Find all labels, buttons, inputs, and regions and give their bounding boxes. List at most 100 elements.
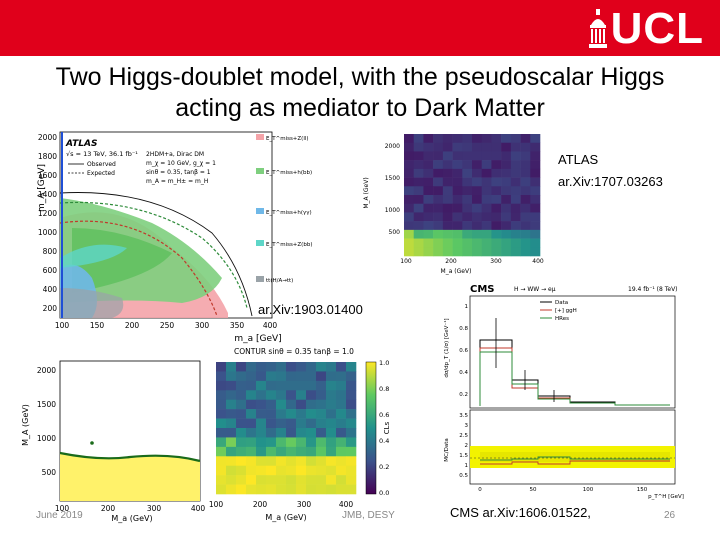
region-zbb (60, 244, 127, 268)
heatmap-cell (413, 212, 424, 222)
heatmap-cell (336, 456, 347, 467)
heatmap-cell (510, 151, 521, 161)
cms-legend: Data [+] ggH HRes (540, 300, 577, 322)
heatmap-cell (452, 160, 463, 170)
heatmap-cell (266, 475, 277, 485)
heatmap-cell (316, 484, 327, 495)
heatmap-cell (256, 380, 267, 391)
heatmap-cell (491, 212, 502, 222)
heatmap-cell (276, 446, 287, 457)
heatmap-cell (286, 418, 297, 429)
heatmap-cell (256, 399, 267, 410)
heatmap-cell (286, 390, 297, 401)
x-axis-label: M_a (GeV) (111, 514, 152, 523)
heatmap-cell (442, 247, 453, 257)
heatmap-cell (316, 409, 327, 419)
region-tt (60, 288, 124, 318)
heatmap-cell (530, 168, 541, 178)
heatmap-cell (442, 186, 453, 196)
heatmap-cell (276, 390, 287, 401)
heatmap-cell (236, 390, 247, 401)
model-line: m_χ = 10 GeV, g_χ = 1 (146, 160, 216, 167)
heatmap-cell (276, 399, 287, 410)
heatmap-cell (530, 212, 541, 222)
model-line: sinθ = 0.35, tanβ = 1 (146, 169, 211, 176)
heatmap-cell (462, 195, 473, 205)
heatmap-cell (442, 212, 453, 222)
heatmap-cell (226, 399, 237, 410)
heatmap-cell (226, 418, 237, 429)
y-tick: 1000 (37, 434, 56, 443)
heatmap-cell (491, 195, 502, 205)
observed-line (59, 192, 253, 317)
heatmap-cell (472, 238, 483, 248)
heatmap-cell (216, 437, 227, 448)
heatmap-cell (286, 484, 297, 495)
heatmap-cell (433, 221, 444, 231)
heatmap-cell (296, 446, 307, 457)
heatmap-cell (452, 142, 463, 152)
heatmap-cell (452, 168, 463, 178)
heatmap-cell (236, 437, 247, 448)
heatmap-cell (216, 409, 227, 419)
colorbar-tick: 0.6 (379, 411, 389, 419)
heatmap-cell (216, 465, 227, 476)
heatmap-cell (404, 229, 415, 239)
y-tick: 2000 (37, 366, 56, 375)
heatmap-cell (452, 177, 463, 187)
hres-histogram (479, 351, 670, 406)
heatmap-cell (462, 168, 473, 178)
heatmap-cell (413, 247, 424, 257)
heatmap-cell (481, 238, 492, 248)
heatmap-cell (306, 484, 317, 495)
heatmap-cell (433, 212, 444, 222)
heatmap-cell (423, 160, 434, 170)
heatmap-cell (501, 151, 512, 161)
top-heatmap: M_A (GeV) 2000 1500 1000 500 100 200 300… (360, 128, 550, 276)
heatmap-cell (530, 238, 541, 248)
heatmap-cell (530, 229, 541, 239)
heatmap-cell (452, 203, 463, 213)
legend-observed: Observed (87, 161, 116, 168)
heatmap-cell (266, 409, 277, 419)
x-tick-labels: 100 200 300 400 (209, 500, 354, 509)
heatmap-cell (296, 362, 307, 372)
x-tick: 300 (297, 500, 312, 509)
y-tick: 1000 (38, 228, 57, 237)
best-fit-point (90, 441, 94, 445)
heatmap-cell (236, 456, 247, 467)
heatmap-cell (452, 151, 463, 161)
x-tick: 300 (195, 321, 210, 330)
heatmap-cell (236, 362, 247, 372)
region-hbb-inner (72, 228, 172, 293)
heatmap-cell (404, 134, 415, 144)
heatmap-cell (326, 484, 337, 495)
y-tick: 0.8 (459, 326, 468, 332)
heatmap-cell (316, 456, 327, 467)
heatmap-cell (423, 186, 434, 196)
heatmap-cell (316, 399, 327, 410)
heatmap-cell (413, 238, 424, 248)
heatmap-cell (462, 160, 473, 170)
heatmap-cell (256, 362, 267, 372)
heatmap-cell (306, 380, 317, 391)
heatmap-cell (346, 437, 357, 448)
heatmap-cell (433, 151, 444, 161)
heatmap-cell (276, 465, 287, 476)
heatmap-cell (286, 475, 297, 485)
heatmap-cell (510, 177, 521, 187)
heatmap-cell (423, 151, 434, 161)
heatmap-cell (404, 160, 415, 170)
channel-legend: E_T^miss+Z(ll) E_T^miss+h(bb) E_T^miss+h… (256, 134, 312, 284)
heatmap-cell (472, 221, 483, 231)
heatmap-cell (510, 186, 521, 196)
heatmap-cell (256, 371, 267, 382)
heatmap-cell (413, 134, 424, 144)
heatmap-cell (404, 168, 415, 178)
heatmap-cell (491, 160, 502, 170)
heatmap-cell (346, 362, 357, 372)
heatmap-cell (404, 212, 415, 222)
heatmap-cell (510, 238, 521, 248)
x-axis-label: p_T^H [GeV] (648, 494, 684, 500)
heatmap-cell (501, 229, 512, 239)
